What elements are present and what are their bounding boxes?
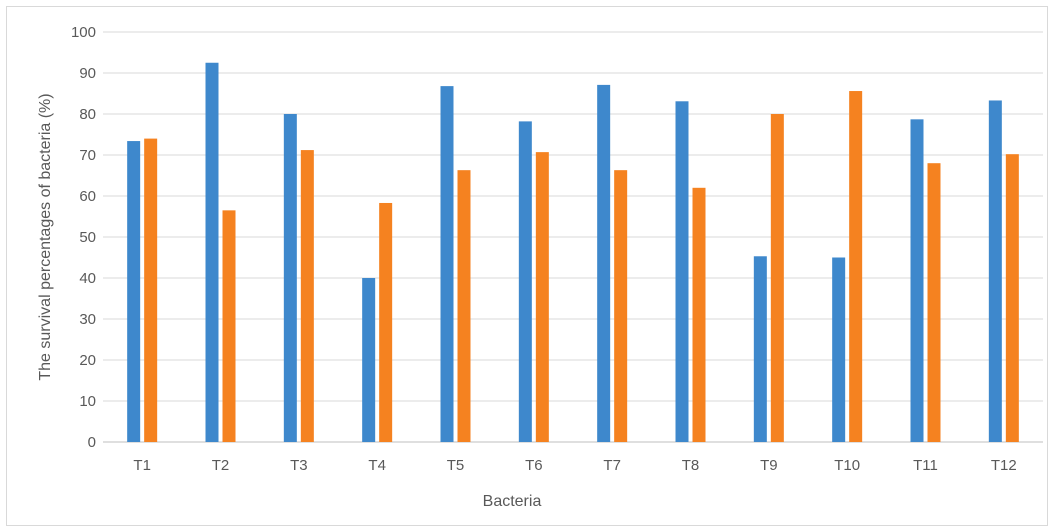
x-tick-labels: T1 T2 T3 T4 T5 T6 T7 T8 T9 T10 T11 T12 xyxy=(133,457,1016,474)
y-tick-label: 30 xyxy=(79,311,96,328)
y-tick-label: 10 xyxy=(79,393,96,410)
bar-series2-T9 xyxy=(770,114,784,442)
bar-series2-T4 xyxy=(379,202,393,442)
y-tick-label: 90 xyxy=(79,65,96,82)
x-axis-title: Bacteria xyxy=(483,493,542,510)
bar-series2-T10 xyxy=(849,91,863,442)
bar-series2-T8 xyxy=(692,187,706,442)
bar-series2-T12 xyxy=(1005,154,1019,442)
x-tick-label: T7 xyxy=(603,457,621,474)
bar-series2-T7 xyxy=(614,170,628,443)
y-tick-label: 80 xyxy=(79,106,96,123)
y-tick-label: 60 xyxy=(79,188,96,205)
x-tick-label: T4 xyxy=(368,457,386,474)
x-tick-label: T6 xyxy=(525,457,543,474)
bar-series1-T5 xyxy=(440,86,454,443)
y-tick-label: 70 xyxy=(79,147,96,164)
bar-series1-T1 xyxy=(127,141,141,442)
bar-series1-T11 xyxy=(910,119,924,442)
bar-series1-T6 xyxy=(518,121,532,442)
gridlines xyxy=(103,31,1043,443)
y-axis-title: The survival percentages of bacteria (%) xyxy=(37,93,54,380)
bar-series1-T7 xyxy=(597,84,611,442)
bar-series1-T10 xyxy=(832,257,846,442)
x-tick-label: T9 xyxy=(760,457,778,474)
bar-series2-T3 xyxy=(300,150,314,442)
bars xyxy=(127,62,1019,443)
bar-series1-T12 xyxy=(988,100,1002,442)
y-tick-label: 40 xyxy=(79,270,96,287)
bar-series2-T6 xyxy=(535,152,549,442)
bar-series1-T2 xyxy=(205,62,219,442)
x-tick-label: T8 xyxy=(682,457,700,474)
x-tick-label: T5 xyxy=(447,457,465,474)
bar-series1-T9 xyxy=(753,256,767,442)
bar-series2-T2 xyxy=(222,210,236,442)
x-tick-label: T2 xyxy=(212,457,230,474)
bar-series1-T4 xyxy=(362,278,376,442)
x-tick-label: T1 xyxy=(133,457,151,474)
x-tick-label: T12 xyxy=(991,457,1017,474)
y-tick-label: 20 xyxy=(79,352,96,369)
y-tick-label: 100 xyxy=(71,24,96,41)
bar-series2-T5 xyxy=(457,170,471,443)
y-tick-label: 50 xyxy=(79,229,96,246)
bar-series1-T3 xyxy=(283,114,297,442)
bar-series2-T1 xyxy=(144,138,158,442)
bar-series1-T8 xyxy=(675,101,689,442)
x-tick-label: T11 xyxy=(913,457,938,474)
y-tick-label: 0 xyxy=(88,434,96,451)
x-tick-label: T3 xyxy=(290,457,308,474)
bar-series2-T11 xyxy=(927,163,941,442)
y-tick-labels: 0 10 20 30 40 50 60 70 80 90 100 xyxy=(71,24,96,451)
x-tick-label: T10 xyxy=(834,457,860,474)
